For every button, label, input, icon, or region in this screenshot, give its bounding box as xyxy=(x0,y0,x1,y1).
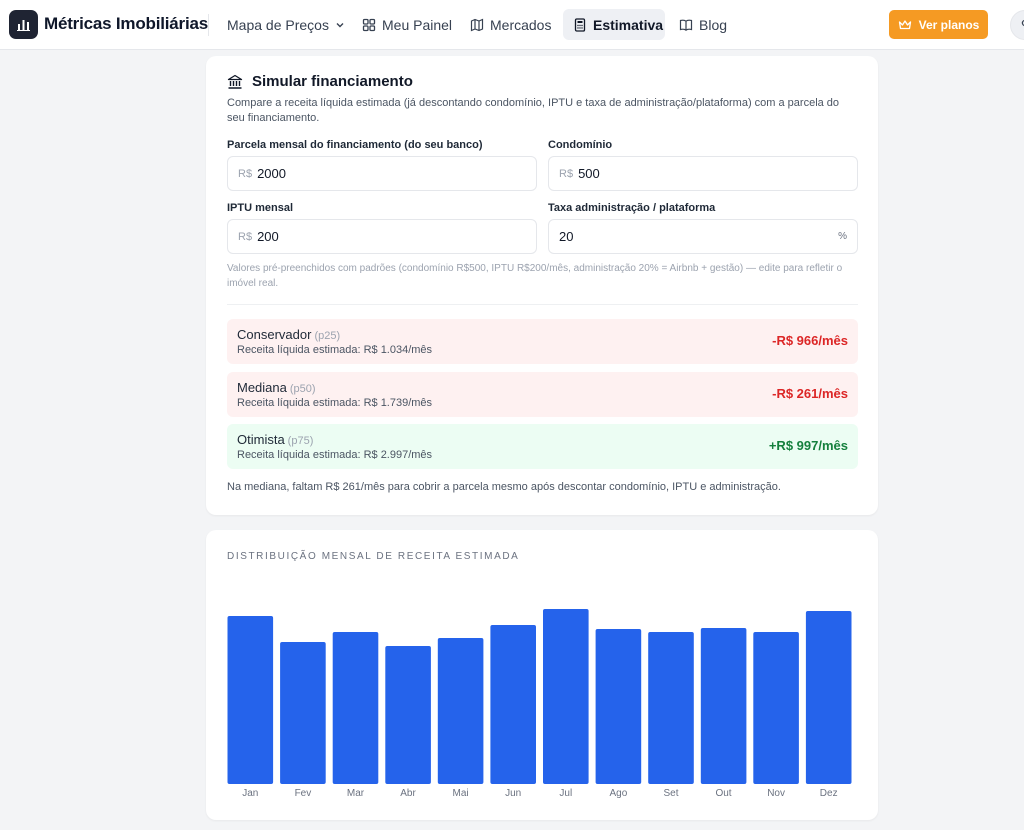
scenario-otimista: Otimista (p75) Receita líquida estimada: … xyxy=(227,424,858,469)
map-icon xyxy=(470,18,484,31)
condominio-label: Condomínio xyxy=(548,139,613,151)
user-avatar[interactable] xyxy=(1010,10,1024,40)
logo-chart-icon[interactable] xyxy=(9,10,38,39)
scenario-name: Conservador xyxy=(237,327,312,342)
scenario-net-revenue: Receita líquida estimada: R$ 2.997/mês xyxy=(237,449,433,461)
top-navbar: Métricas Imobiliárias Mapa de Preços Meu… xyxy=(0,0,1024,50)
condominio-value: 500 xyxy=(578,166,600,181)
bar-ago[interactable] xyxy=(595,629,642,784)
bar-abr[interactable] xyxy=(385,646,431,784)
financing-description: Compare a receita líquida estimada (já d… xyxy=(227,97,840,124)
bar-out[interactable] xyxy=(700,628,747,784)
percent-suffix: % xyxy=(838,231,847,242)
scenario-net-revenue: Receita líquida estimada: R$ 1.034/mês xyxy=(237,344,433,356)
scenario-net-revenue: Receita líquida estimada: R$ 1.739/mês xyxy=(237,397,433,409)
nav-item-label: Estimativa xyxy=(593,16,664,33)
nav-item-mercados[interactable]: Mercados xyxy=(460,9,561,40)
scenario-balance: -R$ 261/mês xyxy=(772,386,848,401)
book-icon xyxy=(679,19,693,31)
x-tick-label: Ago xyxy=(610,788,628,799)
x-tick-label: Mai xyxy=(453,788,469,799)
bar-set[interactable] xyxy=(648,632,694,784)
scenario-conservador: Conservador (p25) Receita líquida estimad… xyxy=(227,319,858,364)
section-divider xyxy=(227,304,858,305)
currency-prefix: R$ xyxy=(238,230,253,243)
nav-item-label: Mapa de Preços xyxy=(227,16,329,33)
monthly-revenue-card: DISTRIBUIÇÃO MENSAL DE RECEITA ESTIMADA … xyxy=(206,530,878,820)
financing-title-row: Simular financiamento xyxy=(227,73,413,90)
nav-item-meu-painel[interactable]: Meu Painel xyxy=(352,9,462,40)
bar-mai[interactable] xyxy=(437,638,484,784)
x-tick-label: Out xyxy=(715,788,731,799)
x-tick-label: Fev xyxy=(295,788,312,799)
financing-title: Simular financiamento xyxy=(252,73,413,90)
taxa-input[interactable]: 20 % xyxy=(548,219,858,254)
crown-icon xyxy=(898,19,911,29)
bar-jun[interactable] xyxy=(490,625,536,784)
user-icon xyxy=(1021,19,1024,27)
x-tick-label: Dez xyxy=(820,788,838,799)
scenario-percentile: (p50) xyxy=(289,383,316,395)
nav-item-blog[interactable]: Blog xyxy=(669,9,737,40)
scenario-balance: +R$ 997/mês xyxy=(768,438,848,453)
nav-item-label: Blog xyxy=(699,16,728,33)
iptu-input[interactable]: R$ 200 xyxy=(227,219,537,254)
bar-fev[interactable] xyxy=(280,642,326,784)
iptu-value: 200 xyxy=(257,229,279,244)
taxa-value: 20 xyxy=(559,229,574,244)
x-tick-label: Jun xyxy=(505,788,521,799)
iptu-label: IPTU mensal xyxy=(227,202,294,214)
parcela-value: 2000 xyxy=(257,166,286,181)
dashboard-icon xyxy=(362,18,376,31)
monthly-revenue-chart: Jan Fev Mar Abr Mai Jun Jul Ago Set Out Nov Dez xyxy=(227,609,852,799)
scenario-name: Mediana xyxy=(237,380,287,395)
bar-jul[interactable] xyxy=(543,609,589,784)
bank-icon xyxy=(227,74,243,89)
defaults-hint: Valores pré-preenchidos com padrões (con… xyxy=(227,263,843,289)
nav-item-estimativa[interactable]: Estimativa xyxy=(563,9,665,40)
currency-prefix: R$ xyxy=(238,167,253,180)
x-tick-label: Mar xyxy=(347,788,365,799)
financing-summary: Na mediana, faltam R$ 261/mês para cobri… xyxy=(227,481,781,493)
nav-item-mapa-de-precos[interactable]: Mapa de Preços xyxy=(217,9,355,40)
brand-name[interactable]: Métricas Imobiliárias xyxy=(44,14,208,33)
scenario-balance: -R$ 966/mês xyxy=(772,333,848,348)
condominio-input[interactable]: R$ 500 xyxy=(548,156,858,191)
parcela-input[interactable]: R$ 2000 xyxy=(227,156,537,191)
financing-card: Simular financiamento Compare a receita … xyxy=(206,56,878,515)
chart-title: DISTRIBUIÇÃO MENSAL DE RECEITA ESTIMADA xyxy=(227,551,520,562)
scenario-percentile: (p75) xyxy=(287,435,314,447)
taxa-label: Taxa administração / plataforma xyxy=(548,202,716,214)
x-tick-label: Abr xyxy=(400,788,416,799)
bar-nov[interactable] xyxy=(753,632,799,784)
calculator-icon xyxy=(574,17,586,32)
bar-mar[interactable] xyxy=(332,632,379,784)
x-tick-label: Jan xyxy=(242,788,258,799)
chevron-down-icon xyxy=(336,22,344,27)
bar-jan[interactable] xyxy=(227,616,274,784)
scenario-percentile: (p25) xyxy=(314,330,341,342)
bar-dez[interactable] xyxy=(805,611,852,784)
ver-planos-label: Ver planos xyxy=(918,17,980,32)
scenario-mediana: Mediana (p50) Receita líquida estimada: R… xyxy=(227,372,858,417)
ver-planos-button[interactable]: Ver planos xyxy=(889,10,988,39)
scenario-name: Otimista xyxy=(237,432,285,447)
parcela-label: Parcela mensal do financiamento (do seu … xyxy=(227,139,483,151)
nav-item-label: Mercados xyxy=(490,16,552,33)
currency-prefix: R$ xyxy=(559,167,574,180)
x-tick-label: Set xyxy=(663,788,678,799)
x-tick-label: Nov xyxy=(767,788,785,799)
nav-divider xyxy=(208,14,209,36)
x-tick-label: Jul xyxy=(559,788,572,799)
nav-item-label: Meu Painel xyxy=(382,16,453,33)
